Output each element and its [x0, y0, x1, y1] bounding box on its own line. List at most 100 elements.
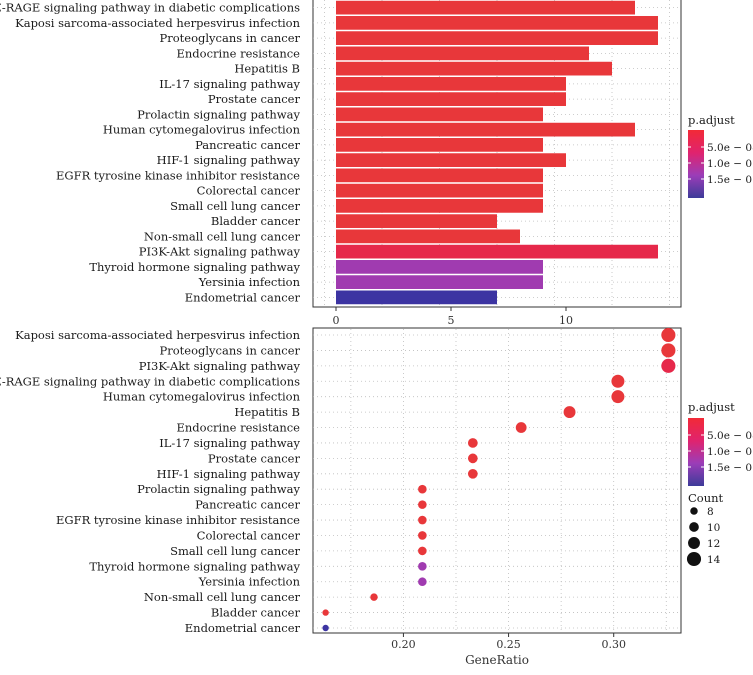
dot-category-label: Yersinia infection	[198, 575, 301, 589]
bar	[336, 199, 543, 213]
bar-category-label: Non-small cell lung cancer	[144, 229, 301, 243]
dot-gridlines	[313, 329, 681, 632]
bar-x-tick-label: 5	[448, 314, 455, 327]
bar-legend-title: p.adjust	[688, 113, 735, 127]
dot-category-label: Pancreatic cancer	[195, 498, 300, 512]
bar-category-label: Kaposi sarcoma-associated herpesvirus in…	[15, 16, 300, 30]
dot-point	[661, 343, 676, 358]
bar	[336, 0, 635, 15]
bar-category-label: Proteoglycans in cancer	[160, 31, 301, 45]
bar	[336, 31, 658, 45]
dot-category-label: Endometrial cancer	[185, 621, 301, 635]
dot-category-label: Thyroid hormone signaling pathway	[89, 559, 300, 573]
legend-label: 1.5e − 07	[707, 462, 753, 474]
dot-category-label: Bladder cancer	[211, 606, 301, 620]
dot-point	[661, 358, 676, 373]
bar-category-label: Pancreatic cancer	[195, 138, 300, 152]
size-legend-label: 8	[707, 506, 714, 518]
legend-label: 5.0e − 08	[707, 430, 753, 442]
dot-x-axis: 0.20 0.25 0.30	[391, 633, 626, 651]
bar	[336, 214, 497, 228]
dot-point	[418, 562, 427, 571]
bar-category-label: Endometrial cancer	[185, 290, 301, 304]
bar-x-tick-label: 10	[559, 314, 573, 327]
bar-chart-panel: AGE-RAGE signaling pathway in diabetic c…	[0, 0, 753, 327]
bar-category-label: Human cytomegalovirus infection	[103, 123, 301, 137]
dot-point	[418, 515, 427, 525]
bar	[336, 77, 566, 91]
bar-category-label: Prostate cancer	[208, 92, 301, 106]
bar-category-label: AGE-RAGE signaling pathway in diabetic c…	[0, 1, 300, 15]
bar-legend: p.adjust 5.0e − 08 1.0e − 07 1.5e − 07	[688, 113, 753, 198]
dot-point	[515, 422, 527, 433]
bar-category-label: Hepatitis B	[234, 62, 300, 76]
bar	[336, 138, 543, 152]
size-legend-dot	[690, 507, 698, 515]
bar-category-labels: AGE-RAGE signaling pathway in diabetic c…	[0, 1, 301, 305]
dot-point	[322, 609, 329, 616]
bar-category-label: PI3K-Akt signaling pathway	[139, 245, 301, 259]
dot-legend-labels: 5.0e − 08 1.0e − 07 1.5e − 07	[688, 430, 753, 474]
dot-category-label: Endocrine resistance	[177, 421, 301, 435]
dot-point	[611, 390, 625, 404]
size-legend-dot	[689, 522, 699, 532]
size-legend-label: 10	[707, 522, 720, 534]
dot-category-label: Kaposi sarcoma-associated herpesvirus in…	[15, 328, 300, 342]
bar	[336, 153, 566, 167]
dot-size-legend: Count 8 10 12 14	[686, 491, 724, 567]
dot-category-label: Prostate cancer	[208, 451, 301, 465]
dot-point	[370, 593, 378, 601]
dot-category-label: Proteoglycans in cancer	[160, 343, 301, 357]
dot-category-label: HIF-1 signaling pathway	[157, 467, 301, 481]
bar-legend-labels: 5.0e − 08 1.0e − 07 1.5e − 07	[688, 142, 753, 186]
dot-point	[418, 577, 427, 587]
dot-x-tick-label: 0.25	[496, 638, 521, 651]
size-legend-label: 12	[707, 538, 720, 550]
dot-category-labels: Kaposi sarcoma-associated herpesvirus in…	[0, 328, 301, 635]
bar	[336, 275, 543, 289]
bar-x-axis: 0 5 10	[333, 307, 573, 327]
dot-plot-area	[312, 327, 682, 634]
dot-point	[467, 468, 478, 479]
size-legend-dot	[686, 551, 702, 567]
legend-label: 1.0e − 07	[707, 446, 753, 458]
dot-legend-colorbar	[688, 418, 704, 486]
dot-x-tick-label: 0.30	[601, 638, 626, 651]
bar	[336, 46, 589, 61]
bar-category-label: Colorectal cancer	[197, 184, 301, 198]
bar-category-label: HIF-1 signaling pathway	[157, 153, 301, 167]
size-legend-items: 8 10 12 14	[686, 506, 721, 567]
bar-series	[336, 0, 658, 305]
dot-point	[661, 327, 676, 343]
dot-legend-title: p.adjust	[688, 400, 735, 414]
legend-label: 1.5e − 07	[707, 174, 753, 186]
dot-category-label: PI3K-Akt signaling pathway	[139, 359, 301, 373]
bar-category-label: Small cell lung cancer	[170, 199, 300, 213]
bar	[336, 107, 543, 122]
bar	[336, 183, 543, 198]
dot-series	[322, 327, 676, 632]
bar-legend-colorbar	[688, 130, 704, 198]
dot-category-label: AGE-RAGE signaling pathway in diabetic c…	[0, 374, 300, 388]
size-legend-label: 14	[707, 554, 721, 566]
dot-point	[418, 546, 427, 556]
legend-label: 5.0e − 08	[707, 142, 753, 154]
legend-label: 1.0e − 07	[707, 158, 753, 170]
bar	[336, 168, 543, 183]
dot-x-tick-label: 0.20	[391, 638, 416, 651]
size-legend-title: Count	[688, 491, 724, 505]
bar	[336, 122, 635, 137]
dot-point	[322, 624, 329, 632]
dot-category-label: Hepatitis B	[234, 405, 300, 419]
bar	[336, 244, 658, 259]
bar-category-label: Bladder cancer	[211, 214, 301, 228]
dot-point	[467, 438, 478, 448]
bar-category-label: Thyroid hormone signaling pathway	[89, 260, 300, 274]
bar	[336, 92, 566, 106]
bar-category-label: IL-17 signaling pathway	[159, 77, 300, 91]
bar-x-tick-label: 0	[333, 314, 340, 327]
dot-chart-panel: Kaposi sarcoma-associated herpesvirus in…	[0, 327, 753, 667]
dot-color-legend: p.adjust 5.0e − 08 1.0e − 07 1.5e − 07	[688, 400, 753, 486]
dot-category-label: Prolactin signaling pathway	[137, 482, 300, 496]
bar	[336, 229, 520, 244]
